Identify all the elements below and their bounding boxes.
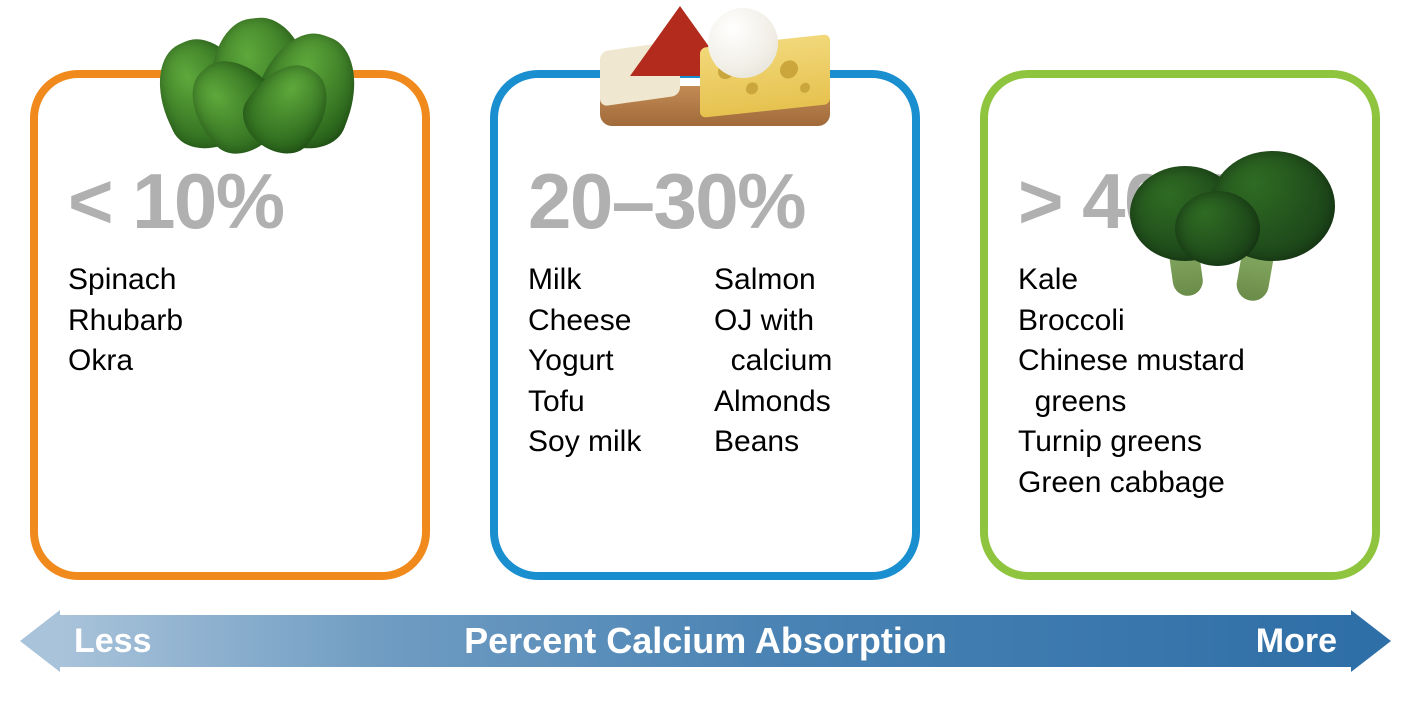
food-item: Spinach (68, 260, 392, 301)
axis-title: Percent Calcium Absorption (60, 620, 1351, 662)
food-column: SalmonOJ with calciumAlmondsBeans (714, 260, 882, 463)
food-item: Okra (68, 341, 392, 382)
food-item: Broccoli (1018, 301, 1342, 342)
food-list-low: SpinachRhubarbOkra (68, 260, 392, 382)
food-item: Milk (528, 260, 696, 301)
food-item: Soy milk (528, 422, 696, 463)
broccoli-icon (1110, 146, 1340, 306)
food-item: Turnip greens (1018, 422, 1342, 463)
food-item: Rhubarb (68, 301, 392, 342)
axis-arrow-right-icon (1351, 610, 1391, 672)
axis-arrow-left-icon (20, 610, 60, 672)
percent-label-mid: 20–30% (528, 162, 882, 240)
food-item: Salmon (714, 260, 882, 301)
food-list-mid: MilkCheeseYogurtTofuSoy milk SalmonOJ wi… (528, 260, 882, 463)
axis-more-label: More (1256, 622, 1337, 661)
food-column: MilkCheeseYogurtTofuSoy milk (528, 260, 696, 463)
cheese-icon (590, 6, 840, 136)
food-item: Tofu (528, 382, 696, 423)
food-item: OJ with calcium (714, 301, 882, 382)
food-item: Cheese (528, 301, 696, 342)
food-item: Yogurt (528, 341, 696, 382)
infographic-stage: < 10% SpinachRhubarbOkra 20–30% MilkChee… (0, 0, 1411, 721)
food-item: Green cabbage (1018, 463, 1342, 504)
card-mid-absorption: 20–30% MilkCheeseYogurtTofuSoy milk Salm… (490, 70, 920, 580)
axis-bar: Less Percent Calcium Absorption More (60, 615, 1351, 667)
percent-label-low: < 10% (68, 162, 392, 240)
food-item: Chinese mustard greens (1018, 341, 1342, 422)
absorption-axis: Less Percent Calcium Absorption More (20, 610, 1391, 672)
food-item: Almonds (714, 382, 882, 423)
spinach-icon (140, 0, 380, 148)
food-item: Beans (714, 422, 882, 463)
